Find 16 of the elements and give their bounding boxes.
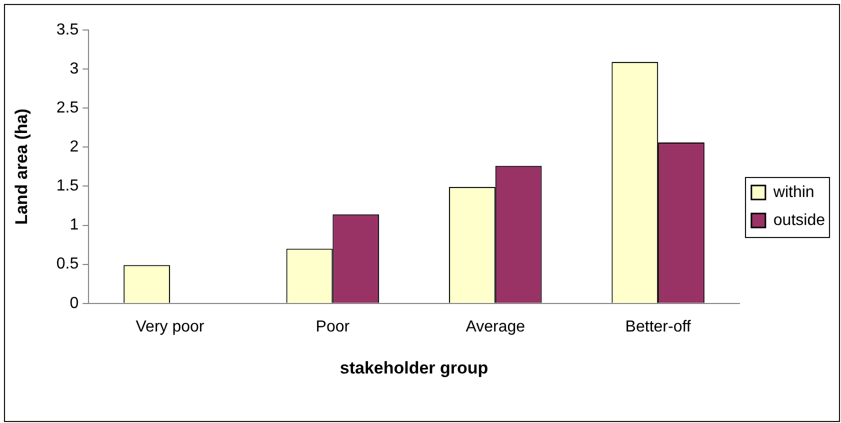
y-tick-label: 1 xyxy=(70,216,79,234)
y-tick-label: 2 xyxy=(70,138,79,156)
y-tick-label: 3.5 xyxy=(56,21,79,38)
x-tick-label: Poor xyxy=(316,318,350,336)
x-tick-label: Better-off xyxy=(625,318,692,336)
x-tick-label: Very poor xyxy=(136,318,205,336)
y-axis-title: Land area (ha) xyxy=(12,108,31,225)
legend-label: outside xyxy=(773,212,826,229)
x-tick-label: Average xyxy=(466,318,526,336)
y-tick-label: 0.5 xyxy=(56,256,79,273)
y-tick-label: 0 xyxy=(70,294,79,312)
y-tick-label: 1.5 xyxy=(56,178,79,195)
y-tick-label: 2.5 xyxy=(56,100,79,117)
y-tick-label: 3 xyxy=(70,60,79,78)
x-axis-title: stakeholder group xyxy=(340,358,488,378)
legend-label: within xyxy=(772,184,814,201)
